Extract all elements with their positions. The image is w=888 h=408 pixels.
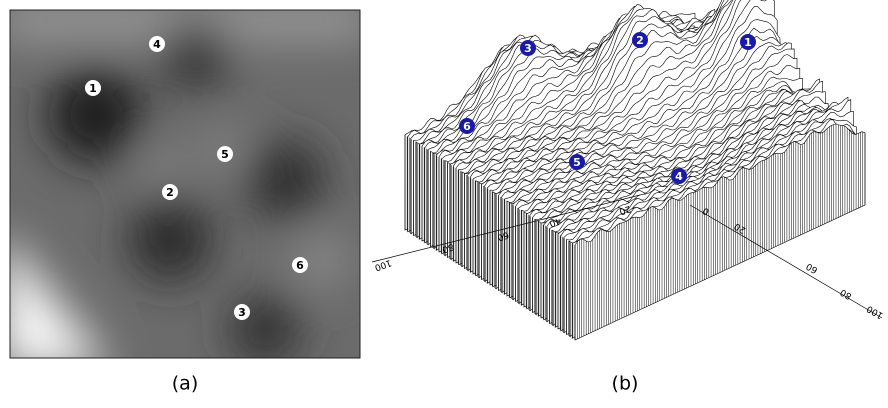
- marker: [459, 118, 475, 134]
- marker: [162, 184, 178, 200]
- marker-label: 4: [675, 170, 683, 183]
- marker-label: 3: [238, 306, 246, 319]
- marker-label: 1: [89, 82, 97, 95]
- grayscale-image: [10, 10, 360, 358]
- axis-tick-label: 60: [805, 260, 820, 275]
- marker: [520, 40, 536, 56]
- marker: [234, 304, 250, 320]
- axis-line: [689, 204, 883, 319]
- marker: [217, 146, 233, 162]
- marker-label: 2: [636, 34, 644, 47]
- axis-tick-label: 0: [701, 205, 711, 217]
- marker: [569, 154, 585, 170]
- marker: [632, 32, 648, 48]
- marker: [671, 168, 687, 184]
- marker: [740, 34, 756, 50]
- axis-tick-label: 60: [495, 229, 509, 242]
- axis-tick-label: 20: [617, 203, 631, 216]
- marker-label: 5: [573, 156, 581, 169]
- marker: [149, 36, 165, 52]
- panel-a: (a) 1 4 5 2 6 3: [9, 9, 361, 395]
- marker-label: 2: [166, 186, 174, 199]
- axis-tick-label: 80: [839, 286, 854, 301]
- panel-label: (b): [612, 373, 639, 395]
- axis-tick-label: 80: [440, 241, 454, 254]
- marker-label: 5: [221, 148, 229, 161]
- marker: [85, 80, 101, 96]
- marker: [292, 257, 308, 273]
- surface-plot: [404, 0, 866, 341]
- marker-label: 6: [296, 259, 304, 272]
- marker-label: 4: [153, 38, 161, 51]
- marker-label: 6: [463, 120, 471, 133]
- axis-tick-label: 40: [547, 215, 561, 228]
- panel-label: (a): [172, 373, 198, 395]
- axis-tick-label: 100: [865, 303, 885, 320]
- marker-label: 1: [744, 36, 752, 49]
- marker-label: 3: [524, 42, 532, 55]
- axis-line: [371, 194, 641, 263]
